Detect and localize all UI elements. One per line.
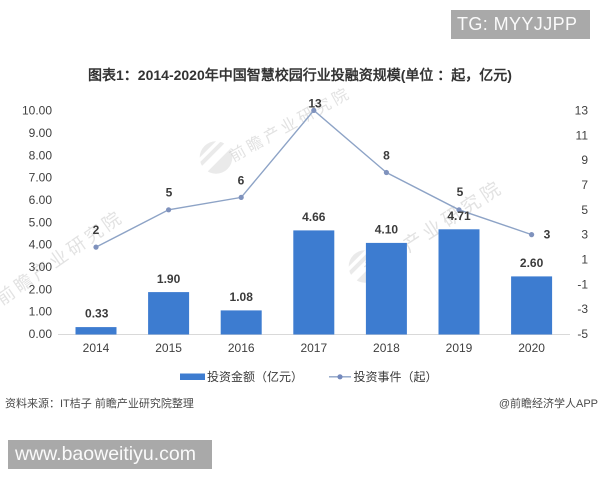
svg-text:7.00: 7.00 [29, 171, 53, 185]
svg-text:-5: -5 [577, 327, 588, 341]
svg-text:8.00: 8.00 [29, 148, 53, 162]
svg-text:3: 3 [581, 228, 588, 242]
svg-text:2: 2 [93, 223, 100, 237]
svg-text:11: 11 [576, 128, 589, 142]
svg-text:13: 13 [575, 103, 589, 117]
svg-text:图表1：2014-2020年中国智慧校园行业投融资规模(单位: 图表1：2014-2020年中国智慧校园行业投融资规模(单位 ：起，亿元) [88, 67, 512, 83]
svg-text:0.00: 0.00 [29, 327, 53, 341]
svg-text:3.00: 3.00 [29, 260, 53, 274]
svg-text:2017: 2017 [300, 341, 327, 355]
svg-text:7: 7 [581, 178, 588, 192]
svg-text:2019: 2019 [446, 341, 473, 355]
svg-text:8: 8 [383, 149, 390, 163]
svg-text:2016: 2016 [228, 341, 255, 355]
svg-text:-3: -3 [577, 302, 588, 316]
svg-text:4.71: 4.71 [447, 209, 471, 223]
svg-text:4.66: 4.66 [302, 210, 326, 224]
svg-text:5: 5 [166, 185, 173, 199]
svg-text:1.08: 1.08 [230, 290, 254, 304]
svg-text:资料来源：IT桔子 前瞻产业研究院整理: 资料来源：IT桔子 前瞻产业研究院整理 [5, 396, 194, 410]
svg-text:@前瞻经济学人APP: @前瞻经济学人APP [499, 396, 598, 410]
svg-text:3: 3 [544, 228, 551, 242]
svg-text:1.00: 1.00 [29, 305, 53, 319]
svg-text:6: 6 [238, 173, 245, 187]
svg-text:4.00: 4.00 [29, 238, 53, 252]
svg-text:2014: 2014 [83, 341, 110, 355]
svg-text:投资事件（起）: 投资事件（起） [354, 369, 438, 384]
svg-text:1.90: 1.90 [157, 272, 181, 286]
svg-text:2018: 2018 [373, 341, 400, 355]
svg-text:2.60: 2.60 [520, 256, 544, 270]
svg-text:2.00: 2.00 [29, 282, 53, 296]
svg-text:5: 5 [581, 203, 588, 217]
svg-text:0.33: 0.33 [85, 306, 109, 320]
svg-text:9: 9 [581, 153, 588, 167]
svg-text:1: 1 [581, 253, 588, 267]
svg-text:-1: -1 [577, 277, 588, 291]
svg-text:2015: 2015 [155, 341, 182, 355]
svg-text:9.00: 9.00 [29, 126, 53, 140]
svg-text:10.00: 10.00 [22, 104, 52, 118]
svg-text:4.10: 4.10 [375, 223, 399, 237]
svg-text:投资金额（亿元）: 投资金额（亿元） [207, 369, 303, 384]
svg-text:13: 13 [308, 97, 322, 111]
svg-text:2020: 2020 [518, 341, 545, 355]
svg-text:5.00: 5.00 [29, 215, 53, 229]
svg-text:6.00: 6.00 [29, 193, 53, 207]
svg-text:5: 5 [457, 185, 464, 199]
